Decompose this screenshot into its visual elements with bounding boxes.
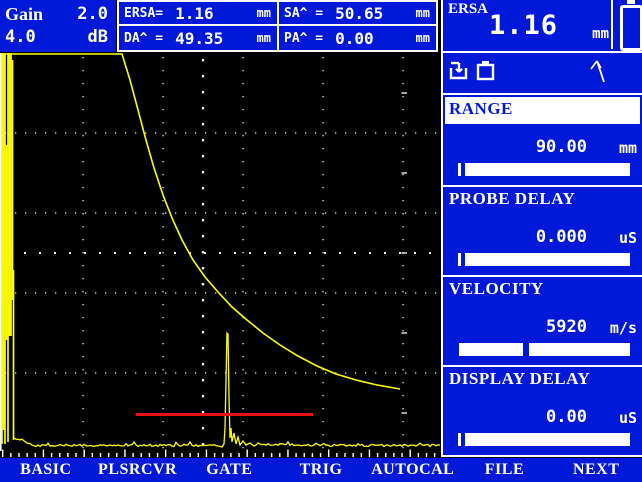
param-title[interactable]: PROBE DELAY (449, 189, 576, 208)
menu-item-autocal[interactable]: AUTOCAL (371, 461, 455, 478)
slider-position-tick (458, 433, 461, 446)
menu-item-file[interactable]: FILE (484, 461, 525, 478)
param-slider (443, 253, 642, 266)
menu-item-next[interactable]: NEXT (572, 461, 620, 478)
gain-unit: dB (87, 27, 108, 47)
slider-track-left (459, 343, 523, 356)
measurement-cell-pa: PA^ = 0.00 mm (279, 26, 436, 50)
ascan-waveform-display (0, 53, 441, 457)
param-unit: m/s (609, 319, 637, 337)
measurement-box: ERSA= 1.16 mm SA^ = 50.65 mm DA^ = 49.35… (117, 0, 438, 52)
param-value: 0.00 (546, 407, 587, 427)
param-title[interactable]: RANGE (445, 97, 640, 124)
measurement-value: 0.00 (335, 28, 374, 48)
param-box-display-delay[interactable]: DISPLAY DELAY 0.00 uS (443, 367, 642, 457)
measurement-label: ERSA= (124, 5, 164, 21)
measurement-unit: mm (256, 31, 271, 45)
measurement-value: 1.16 (175, 3, 214, 23)
param-box-velocity[interactable]: VELOCITY 5920 m/s (443, 277, 642, 367)
param-box-probe-delay[interactable]: PROBE DELAY 0.000 uS (443, 187, 642, 277)
readout-label: ERSA (448, 1, 489, 17)
menu-bar: BASIC PLSRCVR GATE TRIG AUTOCAL FILE NEX… (0, 458, 642, 482)
gain-value: 2.0 (77, 4, 108, 24)
readout-value: 1.16 (489, 10, 559, 41)
gain-label: Gain (5, 3, 44, 24)
menu-item-plsrcvr[interactable]: PLSRCVR (98, 461, 178, 478)
param-slider (443, 163, 642, 176)
battery-tab (627, 0, 635, 4)
gain-value-2: 4.0 (5, 27, 36, 47)
param-value: 5920 (546, 317, 587, 337)
measurement-label: DA^ = (124, 30, 164, 46)
measurement-unit: mm (256, 6, 271, 20)
param-value: 90.00 (535, 137, 587, 157)
param-value: 0.000 (535, 227, 587, 247)
measurement-label: PA^ = (284, 30, 324, 46)
store-icon (449, 61, 468, 80)
param-slider (443, 433, 642, 446)
gain-box[interactable]: Gain 2.0 4.0 dB (0, 0, 116, 52)
param-unit: mm (618, 139, 637, 157)
measurement-cell-da: DA^ = 49.35 mm (119, 26, 279, 50)
menu-item-basic[interactable]: BASIC (20, 461, 72, 478)
measurement-cell-sa: SA^ = 50.65 mm (279, 2, 436, 26)
up-arrow-icon (590, 60, 605, 83)
param-title[interactable]: VELOCITY (449, 279, 544, 298)
measurement-cell-ersa: ERSA= 1.16 mm (119, 2, 279, 26)
param-unit: uS (618, 409, 637, 427)
measurement-unit: mm (415, 31, 430, 45)
slider-track (465, 163, 630, 176)
param-slider (443, 343, 642, 356)
slider-track-right (529, 343, 630, 356)
clipboard-icon (476, 61, 495, 81)
slider-track (465, 433, 630, 446)
slider-track (465, 253, 630, 266)
slider-position-tick (458, 253, 461, 266)
param-box-range[interactable]: RANGE 90.00 mm (443, 97, 642, 187)
menu-item-trig[interactable]: TRIG (299, 461, 343, 478)
measurement-unit: mm (415, 6, 430, 20)
measurement-value: 50.65 (335, 3, 384, 23)
side-panel: ERSA 1.16 mm RANGE (441, 0, 642, 457)
menu-item-gate[interactable]: GATE (206, 461, 253, 478)
primary-readout-box: ERSA 1.16 mm (443, 0, 642, 53)
measurement-label: SA^ = (284, 5, 324, 21)
battery-icon (620, 5, 642, 51)
slider-position-tick (458, 163, 461, 176)
param-title[interactable]: DISPLAY DELAY (449, 369, 591, 388)
measurement-value: 49.35 (175, 28, 224, 48)
param-unit: uS (618, 229, 637, 247)
divider (611, 0, 613, 49)
status-icons-row (443, 53, 642, 95)
readout-unit: mm (592, 26, 609, 42)
